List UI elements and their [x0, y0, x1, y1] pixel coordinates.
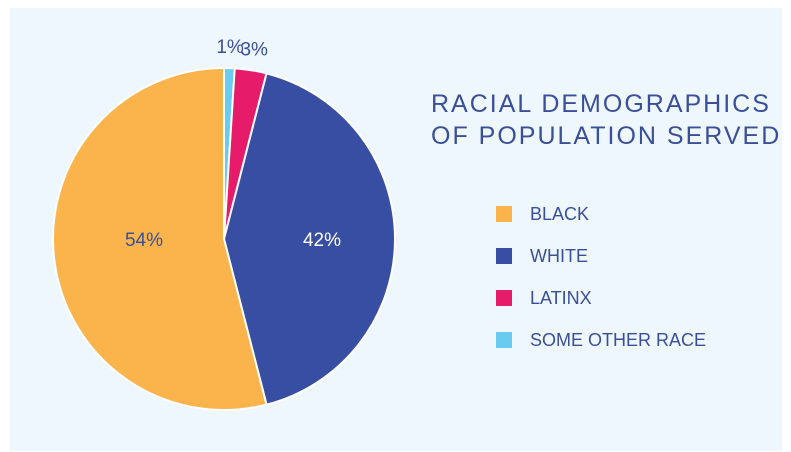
slice-label-latinx: 3%: [240, 39, 268, 60]
legend-swatch-white: [496, 248, 512, 264]
legend-item-white: WHITE: [496, 246, 706, 266]
legend-label-latinx: LATINX: [530, 287, 592, 308]
pie-slices: [52, 67, 397, 411]
pie-slice-black: [52, 67, 268, 411]
pie-slice-white: [223, 72, 397, 406]
legend-label-black: BLACK: [530, 203, 590, 224]
chart-title-line-1: RACIAL DEMOGRAPHICS: [431, 90, 771, 118]
slice-label-some-other-race: 1%: [216, 37, 244, 58]
chart-title: RACIAL DEMOGRAPHICS OF POPULATION SERVED: [431, 88, 781, 152]
legend-swatch-some-other-race: [496, 332, 512, 348]
slice-label-white: 42%: [303, 230, 341, 251]
legend: BLACK WHITE LATINX SOME OTHER RACE: [496, 204, 706, 372]
pie-slice-labels: 1%3% 42% 54%: [125, 37, 341, 251]
chart-title-line-2: OF POPULATION SERVED: [431, 122, 782, 150]
slice-label-black: 54%: [125, 230, 163, 251]
legend-label-white: WHITE: [530, 245, 588, 266]
legend-item-some-other-race: SOME OTHER RACE: [496, 330, 706, 350]
legend-swatch-latinx: [496, 290, 512, 306]
legend-item-latinx: LATINX: [496, 288, 706, 308]
legend-label-some-other-race: SOME OTHER RACE: [530, 329, 707, 350]
legend-swatch-black: [496, 206, 512, 222]
legend-item-black: BLACK: [496, 204, 706, 224]
